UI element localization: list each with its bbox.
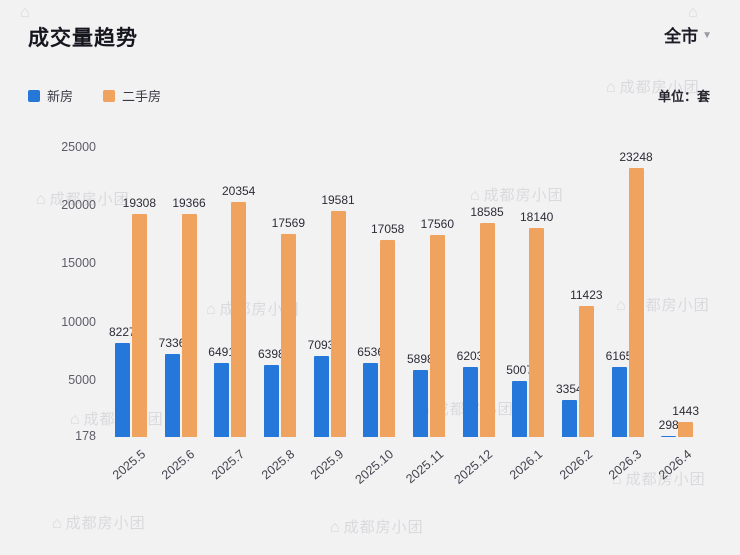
legend-item-new-house[interactable]: 新房 (28, 86, 73, 105)
y-axis-tick: 178 (75, 429, 96, 443)
legend-label-second-hand: 二手房 (122, 89, 162, 104)
bar-new-house[interactable] (611, 367, 627, 437)
x-axis-label: 2025.8 (258, 447, 297, 483)
x-axis-label: 2025.6 (159, 447, 198, 483)
y-axis-tick: 25000 (61, 139, 96, 154)
x-axis-label: 2025.11 (402, 447, 446, 487)
bar-value-label: 20354 (221, 184, 256, 199)
bar-new-house[interactable] (512, 380, 528, 437)
x-axis-label: 2025.5 (109, 447, 148, 483)
x-axis-label: 2026.1 (506, 447, 546, 483)
bar-second-hand[interactable] (280, 234, 296, 437)
bar-value-label: 7093 (307, 338, 335, 353)
bar-second-hand[interactable] (429, 234, 445, 437)
x-axis-label: 2026.3 (606, 447, 645, 483)
y-axis-tick: 15000 (61, 256, 96, 271)
bar-value-label: 17058 (370, 222, 405, 237)
y-axis-tick: 20000 (61, 198, 96, 213)
x-axis-label: 2025.9 (308, 447, 347, 483)
chevron-down-icon: ▼ (702, 30, 712, 41)
bar-new-house[interactable] (114, 343, 130, 437)
bar-new-house[interactable] (661, 435, 677, 437)
legend-swatch-second-hand (103, 89, 116, 102)
bar-value-label: 298 (658, 417, 679, 432)
bar-value-label: 5007 (506, 362, 533, 377)
legend: 新房 二手房 (28, 86, 161, 105)
unit-label: 单位：套 (657, 89, 710, 104)
bar-new-house[interactable] (561, 400, 577, 437)
bar-new-house[interactable] (313, 356, 329, 437)
y-axis-tick: 5000 (68, 372, 96, 387)
x-axis-label: 2025.10 (352, 447, 397, 487)
bar-value-label: 18585 (470, 204, 504, 219)
city-selector-label: 全市 (664, 27, 699, 46)
bar-second-hand[interactable] (529, 227, 545, 437)
bar-new-house[interactable] (462, 366, 478, 437)
bar-value-label: 19581 (321, 193, 355, 208)
bar-value-label: 1443 (672, 404, 699, 419)
bar-new-house[interactable] (412, 370, 428, 437)
bar-second-hand[interactable] (131, 214, 147, 437)
bar-value-label: 3354 (555, 382, 583, 396)
bar-value-label: 11423 (570, 288, 603, 303)
bar-new-house[interactable] (164, 353, 180, 437)
bar-value-label: 6536 (357, 344, 384, 359)
bar-value-label: 18140 (519, 209, 554, 224)
bar-value-label: 5898 (406, 352, 434, 367)
y-axis-tick: 10000 (61, 314, 96, 329)
bar-value-label: 7336 (158, 335, 186, 350)
bar-value-label: 6398 (257, 346, 285, 361)
bar-value-label: 23248 (619, 150, 653, 165)
bar-second-hand[interactable] (628, 168, 644, 437)
legend-label-new-house: 新房 (47, 89, 74, 104)
bar-second-hand[interactable] (678, 422, 694, 437)
bar-new-house[interactable] (363, 362, 379, 437)
legend-swatch-new-house (28, 89, 40, 102)
bar-second-hand[interactable] (330, 211, 346, 437)
bar-value-label: 19366 (172, 195, 206, 210)
city-selector[interactable]: 全市 ▼ (664, 22, 712, 47)
bar-value-label: 8227 (108, 325, 136, 340)
bar-value-label: 17560 (420, 216, 455, 231)
bar-new-house[interactable] (214, 363, 230, 437)
bar-second-hand[interactable] (578, 306, 594, 437)
bar-value-label: 6165 (605, 349, 633, 364)
bar-value-label: 19308 (122, 196, 157, 211)
bar-second-hand[interactable] (231, 202, 247, 437)
header: 成交量趋势 全市 ▼ (28, 22, 712, 52)
bar-value-label: 6203 (456, 348, 484, 363)
bar-new-house[interactable] (263, 364, 279, 437)
x-axis-label: 2026.2 (556, 447, 595, 483)
x-axis-label: 2026.4 (655, 447, 695, 483)
bar-second-hand[interactable] (380, 240, 396, 437)
legend-item-second-hand[interactable]: 二手房 (103, 86, 161, 105)
x-axis-label: 2025.7 (208, 447, 248, 483)
bar-value-label: 6491 (208, 345, 235, 360)
legend-row: 新房 二手房 单位：套 (28, 86, 710, 105)
bar-value-label: 17569 (271, 216, 306, 231)
x-axis-label: 2025.12 (451, 447, 496, 487)
bar-second-hand[interactable] (181, 213, 197, 437)
page-title: 成交量趋势 (28, 27, 138, 50)
bar-second-hand[interactable] (479, 222, 495, 437)
